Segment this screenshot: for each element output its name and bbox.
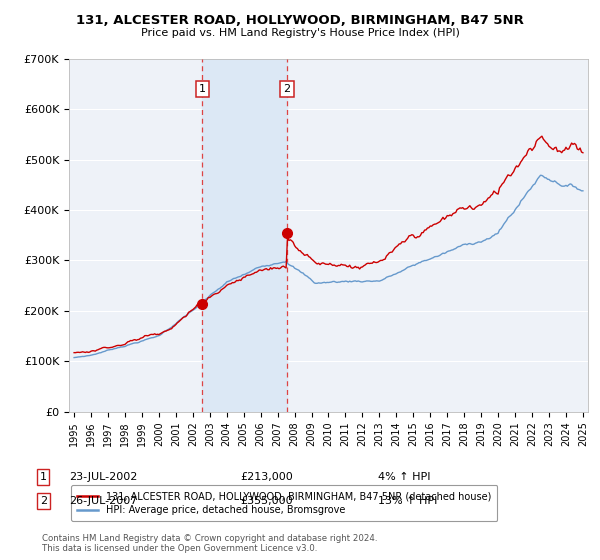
Text: 2: 2 [40,496,47,506]
Legend: 131, ALCESTER ROAD, HOLLYWOOD, BIRMINGHAM, B47 5NR (detached house), HPI: Averag: 131, ALCESTER ROAD, HOLLYWOOD, BIRMINGHA… [71,486,497,521]
Text: 2: 2 [283,84,290,94]
Text: 13% ↑ HPI: 13% ↑ HPI [378,496,437,506]
Text: £213,000: £213,000 [240,472,293,482]
Text: 1: 1 [40,472,47,482]
Text: Price paid vs. HM Land Registry's House Price Index (HPI): Price paid vs. HM Land Registry's House … [140,28,460,38]
Text: 26-JUL-2007: 26-JUL-2007 [69,496,137,506]
Bar [202,59,287,412]
Text: 131, ALCESTER ROAD, HOLLYWOOD, BIRMINGHAM, B47 5NR: 131, ALCESTER ROAD, HOLLYWOOD, BIRMINGHA… [76,14,524,27]
Text: Contains HM Land Registry data © Crown copyright and database right 2024.
This d: Contains HM Land Registry data © Crown c… [42,534,377,553]
Text: 4% ↑ HPI: 4% ↑ HPI [378,472,431,482]
Text: 23-JUL-2002: 23-JUL-2002 [69,472,137,482]
Text: 1: 1 [199,84,206,94]
Text: £355,000: £355,000 [240,496,293,506]
